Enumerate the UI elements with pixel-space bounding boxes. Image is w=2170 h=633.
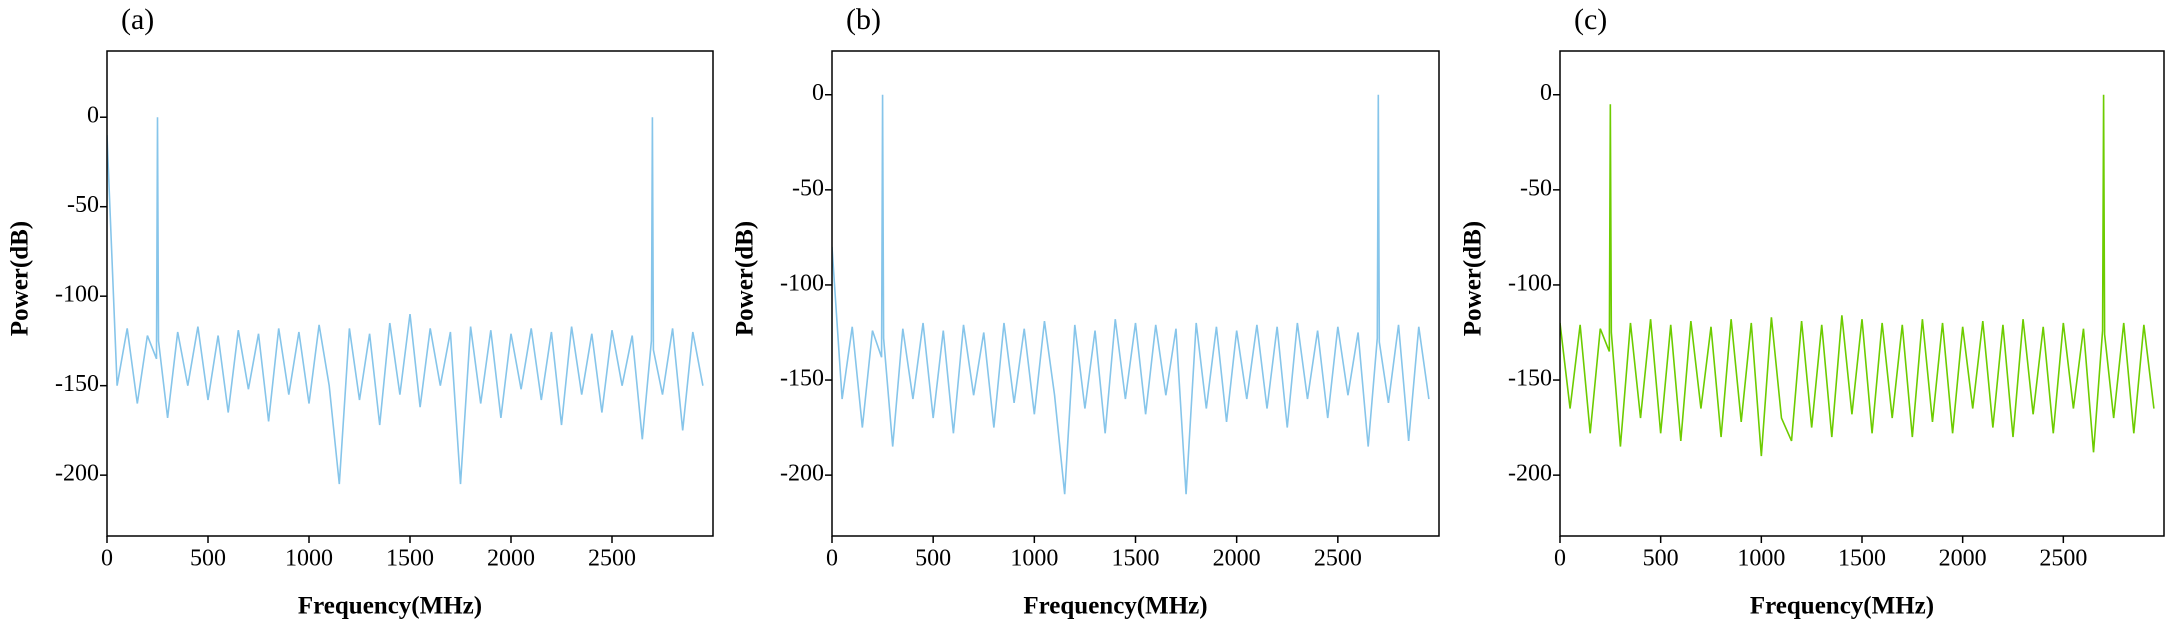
x-tick-label: 2500 (1314, 546, 1362, 572)
y-tick-label: -50 (67, 192, 99, 218)
x-axis-label: Frequency(MHz) (1023, 593, 1207, 620)
x-tick-label: 0 (1554, 546, 1566, 572)
x-tick-label: 1500 (1838, 546, 1886, 572)
panel-label: (a) (121, 3, 154, 36)
panel-label: (b) (846, 3, 881, 36)
spectrum-line (832, 94, 1430, 495)
y-tick-label: 0 (812, 80, 824, 106)
x-tick-label: 2000 (1213, 546, 1261, 572)
x-tick-label: 2500 (2039, 546, 2087, 572)
y-tick-label: -200 (1508, 461, 1552, 487)
x-axis-label: Frequency(MHz) (1750, 593, 1934, 620)
x-tick-label: 1500 (1112, 546, 1160, 572)
x-tick-label: 0 (101, 546, 113, 572)
plot-frame (106, 50, 714, 537)
x-tick-label: 500 (915, 546, 951, 572)
y-tick-label: -50 (792, 175, 824, 201)
x-tick-label: 1000 (1010, 546, 1058, 572)
y-tick-label: -100 (780, 270, 824, 296)
x-tick-label: 0 (826, 546, 838, 572)
spectrum-line (107, 117, 704, 485)
y-tick-label: -50 (1520, 175, 1552, 201)
panel: 0 500 1000 1500 2000 2500 0 -50 -100 -150 -200 (c) F… (1460, 3, 2165, 620)
x-tick-label: 1000 (285, 546, 333, 572)
x-tick-label: 2000 (1939, 546, 1987, 572)
panel-label: (c) (1574, 3, 1607, 36)
x-tick-label: 500 (1643, 546, 1679, 572)
x-tick-label: 1500 (386, 546, 434, 572)
y-tick-label: -100 (1508, 270, 1552, 296)
plot-data (1560, 94, 2155, 457)
x-axis-label: Frequency(MHz) (298, 593, 482, 620)
x-tick-label: 2000 (487, 546, 535, 572)
spectrum-line (1560, 94, 2155, 457)
x-tick-label: 1000 (1737, 546, 1785, 572)
y-tick-label: -200 (780, 461, 824, 487)
x-tick-label: 2500 (588, 546, 636, 572)
y-tick-label: -150 (55, 371, 99, 397)
panel: 0 500 1000 1500 2000 2500 0 -50 -100 -150 -200 (b) F… (732, 3, 1440, 620)
y-axis-label: Power(dB) (1460, 221, 1487, 336)
y-axis-label: Power(dB) (732, 221, 759, 336)
y-tick-label: 0 (1540, 80, 1552, 106)
y-axis-label: Power(dB) (7, 221, 34, 336)
y-tick-label: -100 (55, 282, 99, 308)
y-tick-label: 0 (87, 103, 99, 129)
plot-frame (831, 50, 1440, 537)
plot-frame (1559, 50, 2165, 537)
plot-data (832, 94, 1430, 495)
panel: 0 500 1000 1500 2000 2500 0 -50 -100 -150 -200 (a) F… (7, 3, 714, 620)
x-tick-label: 500 (190, 546, 226, 572)
y-tick-label: -150 (780, 366, 824, 392)
plot-data (107, 117, 704, 485)
y-tick-label: -150 (1508, 366, 1552, 392)
y-tick-label: -200 (55, 461, 99, 487)
